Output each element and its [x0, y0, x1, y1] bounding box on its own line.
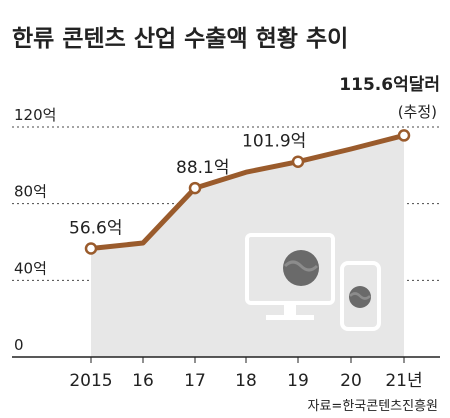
monitor-emblem-wave	[283, 260, 319, 272]
data-point	[188, 181, 202, 195]
x-tick-label: 17	[184, 371, 206, 391]
data-point	[397, 129, 411, 142]
data-label: 101.9억	[242, 132, 306, 152]
data-point	[291, 155, 305, 168]
last-value-label: 115.6억달러	[339, 74, 440, 95]
last-value-note: (추정)	[398, 103, 437, 121]
series-line	[88, 132, 407, 251]
y-tick-label: 40억	[14, 259, 47, 277]
monitor-base	[266, 315, 314, 320]
data-point	[84, 242, 98, 255]
data-label: 56.6억	[69, 219, 123, 239]
phone-emblem-wave	[349, 292, 371, 300]
x-tick-label: 16	[132, 371, 154, 391]
y-tick-label: 120억	[14, 106, 56, 124]
monitor-neck	[284, 303, 296, 317]
x-tick-label: 20	[340, 371, 362, 391]
y-tick-label: 80억	[14, 183, 47, 201]
x-tick-label: 18	[235, 371, 257, 391]
y-tick-label: 0	[14, 336, 24, 354]
phone-body	[340, 261, 381, 331]
source-note: 자료=한국콘텐츠진흥원	[308, 399, 439, 414]
x-tick-label: 21년	[385, 371, 422, 391]
data-label: 88.1억	[176, 158, 230, 178]
x-tick-label: 19	[287, 371, 309, 391]
desktop-monitor-icon	[245, 233, 335, 320]
chart-title: 한류 콘텐츠 산업 수출액 현황 추이	[12, 26, 348, 52]
smartphone-icon	[340, 261, 381, 331]
x-tick-label: 2015	[69, 371, 112, 391]
